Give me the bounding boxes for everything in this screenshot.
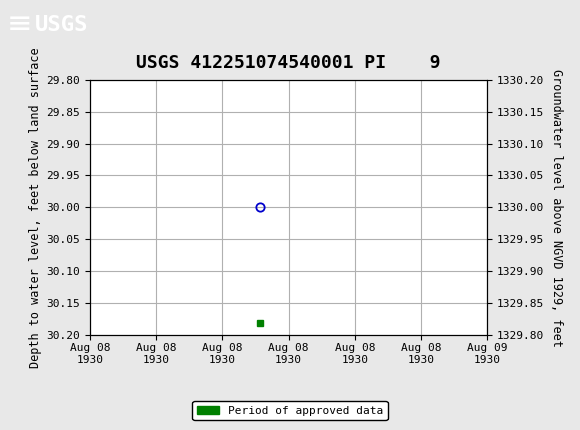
Title: USGS 412251074540001 PI    9: USGS 412251074540001 PI 9 (136, 55, 441, 72)
Legend: Period of approved data: Period of approved data (193, 401, 387, 420)
Y-axis label: Groundwater level above NGVD 1929, feet: Groundwater level above NGVD 1929, feet (550, 68, 563, 347)
Text: USGS: USGS (35, 15, 88, 35)
Text: ≡: ≡ (7, 10, 32, 39)
Y-axis label: Depth to water level, feet below land surface: Depth to water level, feet below land su… (29, 47, 42, 368)
